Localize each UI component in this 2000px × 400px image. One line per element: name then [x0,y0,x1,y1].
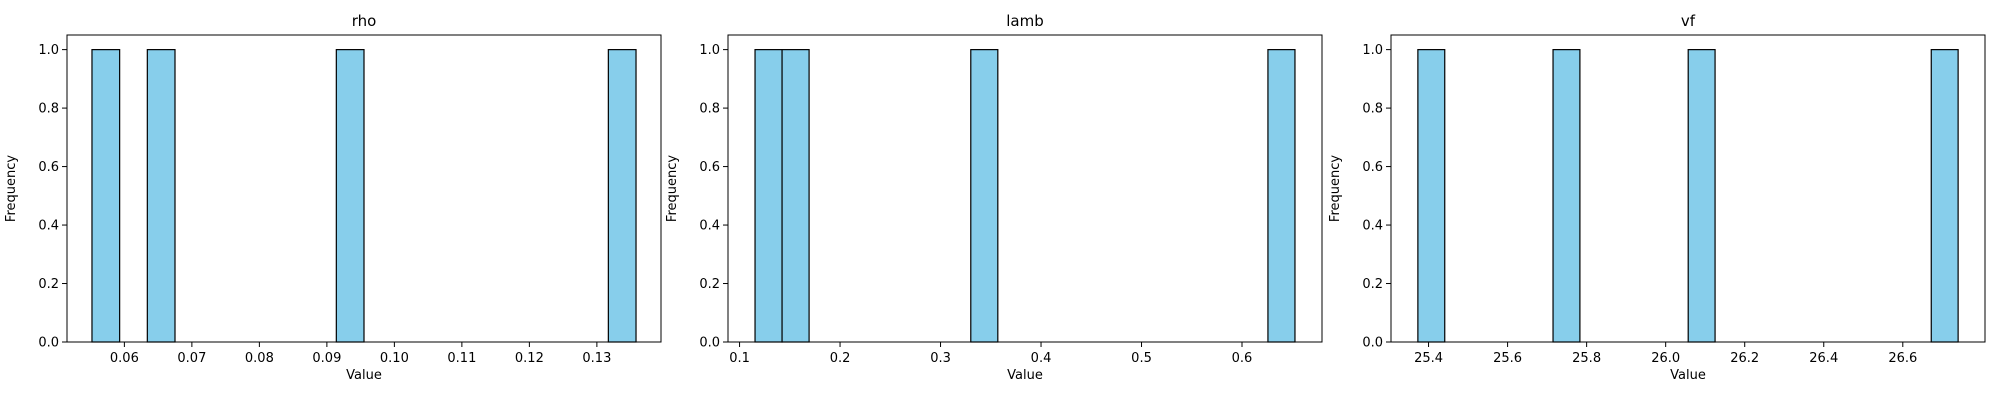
y-tick-label: 0.6 [1362,160,1383,175]
histogram-bar [1930,49,1959,343]
histogram-bar [91,49,121,343]
x-tick-label: 0.09 [312,351,341,366]
y-tick-label: 0.8 [38,102,59,117]
x-axis-label: Value [1007,368,1043,383]
x-tick-label: 0.6 [1232,351,1253,366]
x-tick-label: 26.6 [1888,351,1917,366]
histogram-bar [1552,49,1581,343]
y-axis-label: Frequency [4,155,19,222]
y-tick-label: 1.0 [1362,43,1383,58]
histogram-bar [970,49,999,343]
x-tick-label: 26.2 [1730,351,1759,366]
y-tick-label: 0.2 [38,277,59,292]
histogram-bar [781,49,810,343]
axes-frame [66,34,662,343]
histogram-panel-rho: 0.06 0.07 0.08 0.09 0.10 0.11 0.12 0.13 0.0 0.2 0.… [4,12,662,383]
histogram-bar [1687,49,1716,343]
x-tick-label: 0.13 [582,351,611,366]
y-tick-label: 1.0 [38,43,59,58]
x-tick-label: 25.4 [1414,351,1443,366]
x-tick-label: 0.3 [930,351,951,366]
y-axis-label: Frequency [1328,155,1343,222]
x-tick-label: 0.4 [1031,351,1052,366]
x-tick-label: 0.12 [515,351,544,366]
y-tick-label: 0.0 [699,336,720,351]
histogram-panel-vf: 25.4 25.6 25.8 26.0 26.2 26.4 26.6 0.0 0.2 0.4 0.6… [1328,12,1986,383]
y-tick-label: 0.6 [38,160,59,175]
y-tick-label: 0.4 [38,219,59,234]
y-tick-label: 0.8 [699,102,720,117]
x-tick-label: 0.06 [110,351,139,366]
histogram-panel-lamb: 0.1 0.2 0.3 0.4 0.5 0.6 0.0 0.2 0.4 0.6 0.8 1.0 lamb… [665,12,1323,383]
x-tick-label: 0.07 [177,351,206,366]
histogram-bar [1417,49,1446,343]
x-tick-label: 26.0 [1651,351,1680,366]
y-tick-label: 1.0 [699,43,720,58]
y-tick-label: 0.6 [699,160,720,175]
histogram-bar [1267,49,1296,343]
x-tick-label: 0.08 [245,351,274,366]
x-tick-label: 26.4 [1809,351,1838,366]
histogram-bar [335,49,365,343]
y-axis-label: Frequency [665,155,680,222]
chart-title: lamb [1006,12,1044,30]
x-tick-label: 0.10 [380,351,409,366]
histogram-bar [754,49,783,343]
axes-frame [727,34,1323,343]
x-tick-label: 0.5 [1131,351,1152,366]
x-tick-label: 0.1 [729,351,750,366]
y-tick-label: 0.8 [1362,102,1383,117]
y-tick-label: 0.0 [38,336,59,351]
axes-frame [1390,34,1986,343]
y-tick-label: 0.4 [1362,219,1383,234]
y-tick-label: 0.2 [1362,277,1383,292]
x-tick-label: 25.6 [1493,351,1522,366]
histogram-bar [607,49,637,343]
y-tick-label: 0.0 [1362,336,1383,351]
histogram-bar [146,49,176,343]
x-tick-label: 25.8 [1572,351,1601,366]
chart-title: vf [1681,12,1696,30]
x-tick-label: 0.2 [830,351,851,366]
x-tick-label: 0.11 [447,351,476,366]
y-tick-label: 0.2 [699,277,720,292]
x-axis-label: Value [346,368,382,383]
x-axis-label: Value [1670,368,1706,383]
chart-title: rho [352,12,377,30]
y-tick-label: 0.4 [699,219,720,234]
